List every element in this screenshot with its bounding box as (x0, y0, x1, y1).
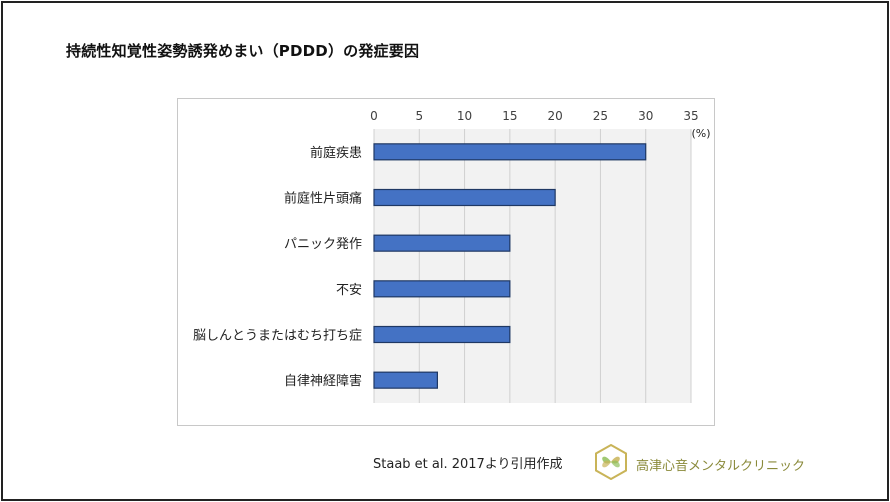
bar-chart: 0 5 10 15 20 25 30 35 (%) 前庭疾患前庭性片頭痛パニック発作不安脳しんとう… (193, 109, 711, 403)
clinic-logo-icon (595, 444, 627, 480)
x-tick-label: 30 (638, 109, 653, 123)
x-tick-label: 5 (415, 109, 423, 123)
x-tick-label: 25 (593, 109, 608, 123)
unit-label: (%) (691, 127, 710, 140)
x-tick-label: 20 (548, 109, 563, 123)
x-tick-label: 10 (457, 109, 472, 123)
page-title: 持続性知覚性姿勢誘発めまい（PDDD）の発症要因 (66, 42, 420, 60)
category-label: 自律神経障害 (284, 373, 362, 389)
bar (373, 280, 511, 298)
x-tick-label: 0 (370, 109, 378, 123)
category-label: 脳しんとうまたはむち打ち症 (193, 329, 362, 344)
category-label: 不安 (336, 283, 362, 298)
bar (373, 188, 556, 207)
category-label: 前庭性片頭痛 (284, 191, 362, 207)
clinic-name: 高津心音メンタルクリニック (636, 459, 806, 474)
source-citation: Staab et al. 2017より引用作成 (373, 457, 563, 472)
x-tick-label: 15 (502, 109, 517, 123)
plot-area (374, 129, 691, 403)
bar (373, 371, 439, 389)
bar (373, 234, 511, 252)
bar (373, 325, 511, 344)
category-label: 前庭疾患 (310, 145, 362, 161)
category-label: パニック発作 (284, 237, 362, 252)
bar (373, 143, 647, 161)
x-tick-label: 35 (683, 109, 698, 123)
chart-container: 0 5 10 15 20 25 30 35 (%) 前庭疾患前庭性片頭痛 パニック発作不安脳しんとう… (177, 98, 715, 426)
